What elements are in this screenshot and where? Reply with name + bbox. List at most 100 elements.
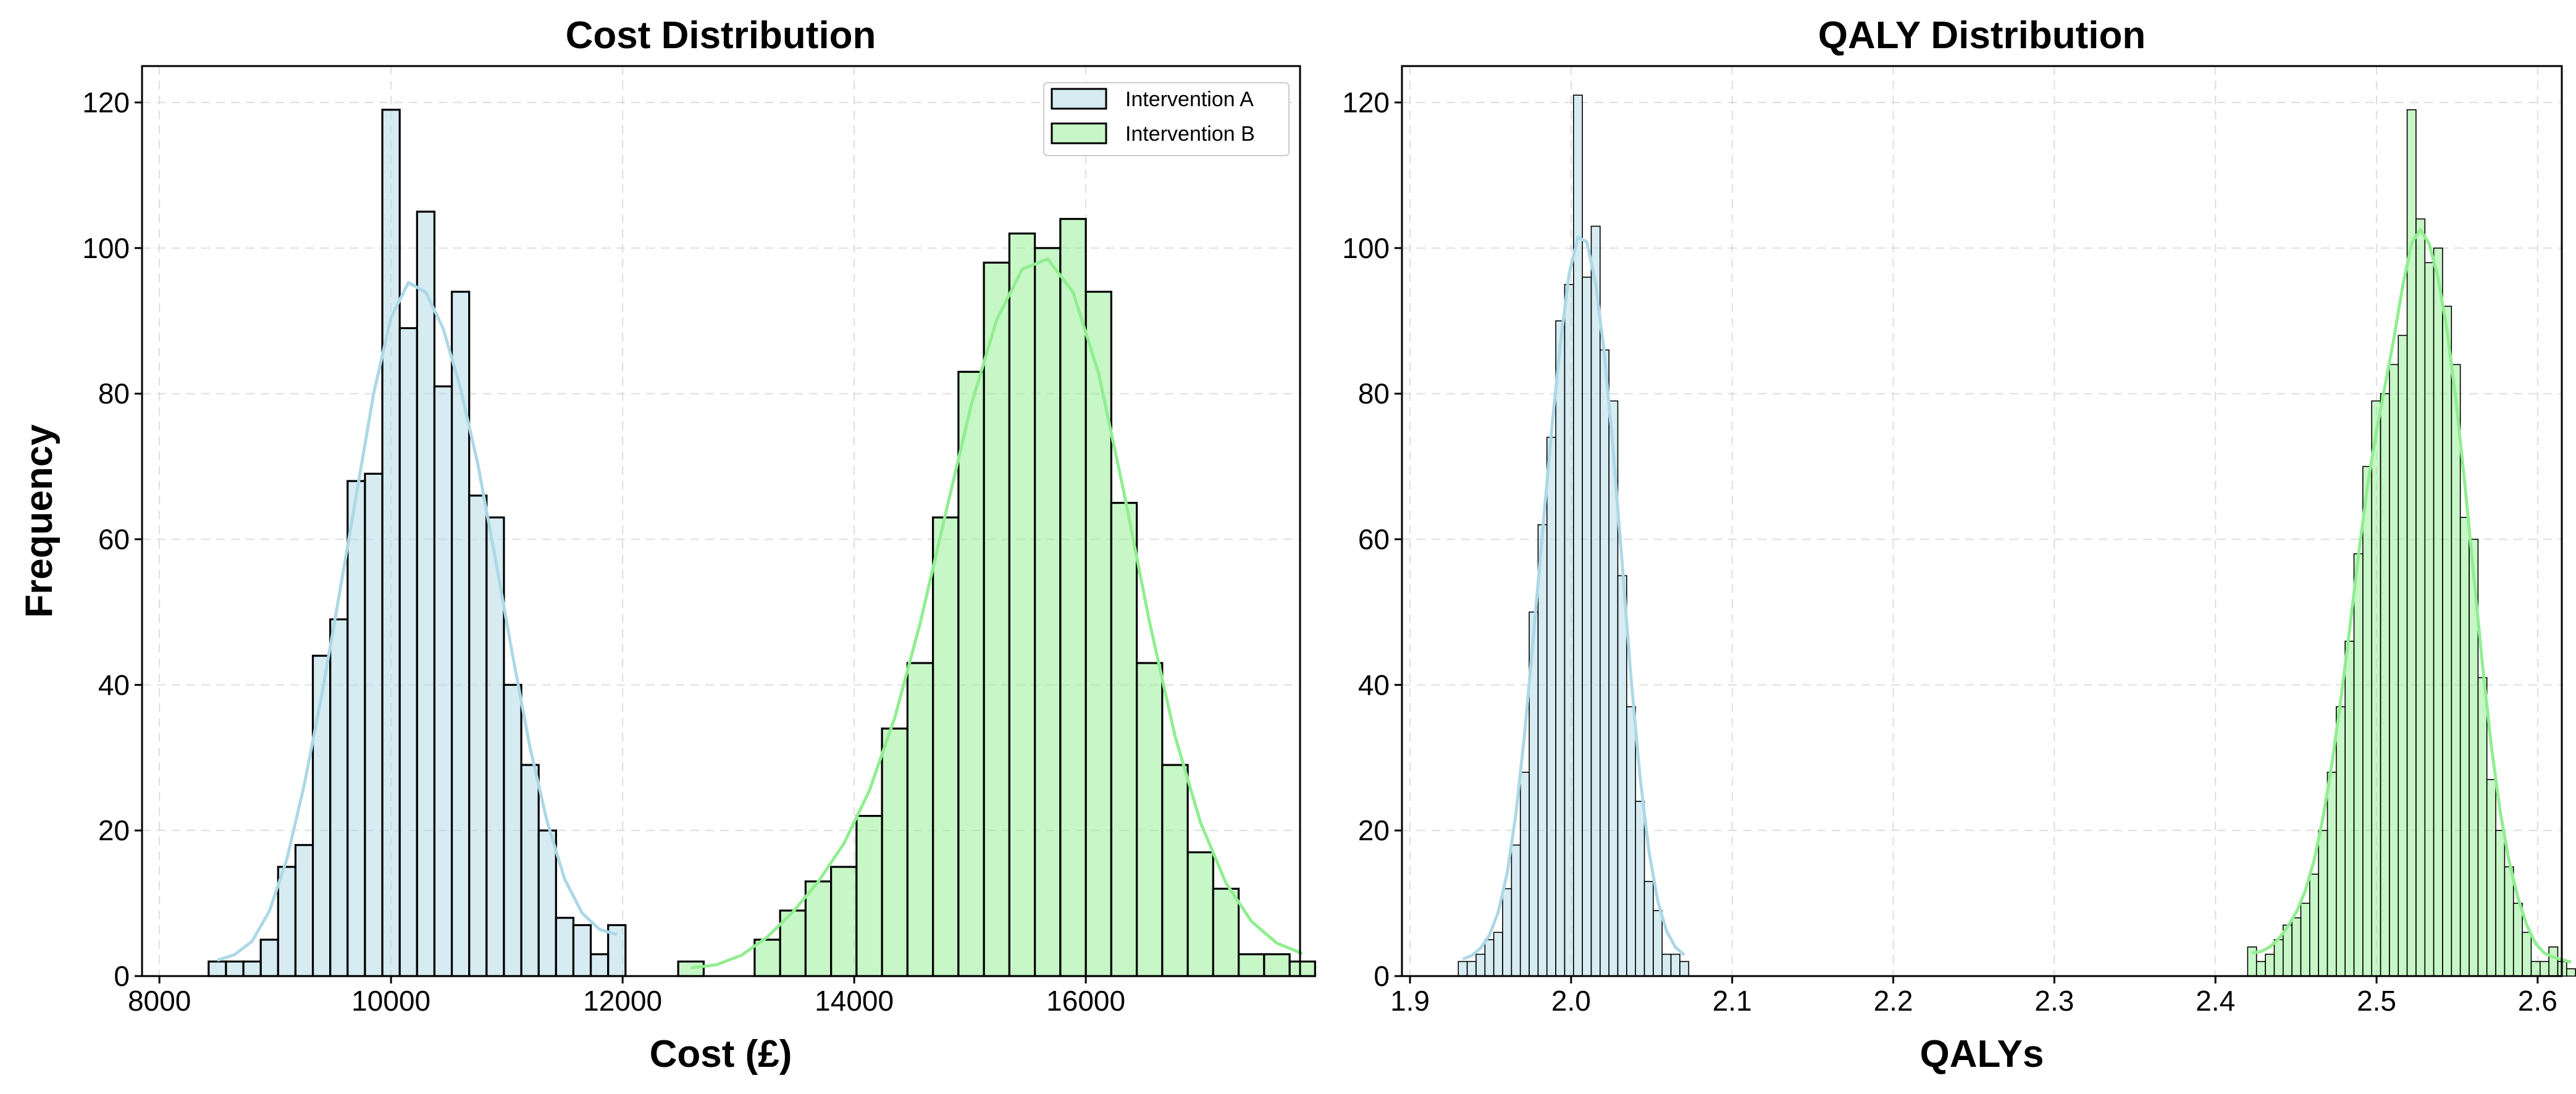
qaly-chart-title: QALY Distribution (1818, 14, 2146, 57)
cost-bar-intervention-b (1059, 218, 1087, 977)
qaly-x-tick-label: 1.9 (1390, 985, 1430, 1017)
qaly-x-axis-label: QALYs (1919, 1033, 2044, 1075)
qaly-bar-intervention-b (2433, 247, 2443, 977)
qaly-bar-intervention-b (2424, 262, 2435, 977)
cost-bar-intervention-b (1186, 851, 1214, 977)
qaly-bar-intervention-a (1600, 349, 1609, 977)
cost-bar-intervention-b (1288, 960, 1316, 977)
cost-y-tick-label: 60 (98, 523, 130, 555)
cost-bar-intervention-a (398, 327, 418, 977)
qaly-y-tick-label: 80 (1358, 378, 1390, 410)
cost-bar-intervention-b (906, 662, 934, 977)
qaly-bar-intervention-b (2380, 393, 2390, 977)
cost-bar-intervention-a (433, 385, 453, 977)
cost-bar-intervention-b (1008, 232, 1036, 977)
qaly-bar-intervention-a (1617, 575, 1627, 977)
cost-bar-intervention-a (259, 938, 279, 977)
qaly-bar-intervention-b (2318, 830, 2328, 977)
qaly-bar-intervention-b (2273, 939, 2284, 977)
cost-bar-intervention-a (346, 480, 366, 977)
cost-x-axis-label: Cost (£) (650, 1033, 792, 1075)
qaly-bar-intervention-b (2398, 335, 2408, 977)
qaly-bar-intervention-a (1582, 277, 1592, 977)
cost-bar-intervention-b (1263, 953, 1291, 977)
qaly-bar-intervention-a (1493, 932, 1503, 977)
qaly-bar-intervention-b (2389, 364, 2399, 977)
cost-x-tick-label: 10000 (351, 985, 430, 1017)
cost-distribution-panel: 8000 10000 12000 14000 16000020406080100120 … (18, 14, 1316, 1075)
qaly-bar-intervention-a (1572, 94, 1583, 977)
qaly-bar-intervention-a (1590, 225, 1601, 977)
cost-bar-intervention-a (364, 472, 384, 977)
cost-bar-intervention-a (520, 764, 540, 977)
qaly-bar-intervention-b (2451, 364, 2461, 977)
cost-bar-intervention-a (589, 953, 610, 977)
qaly-bar-intervention-b (2415, 218, 2426, 977)
cost-bar-intervention-b (1034, 247, 1062, 977)
cost-bar-intervention-a (225, 960, 245, 977)
cost-bar-intervention-b (855, 814, 883, 977)
cost-bar-intervention-b (983, 261, 1010, 977)
qaly-bar-intervention-a (1511, 844, 1521, 977)
qaly-bar-intervention-b (2539, 961, 2549, 977)
cost-x-tick-label: 14000 (815, 985, 894, 1017)
cost-chart-title: Cost Distribution (566, 14, 876, 57)
cost-x-tick-label: 16000 (1046, 985, 1125, 1017)
y-axis-label: Frequency (18, 424, 61, 618)
cost-bar-intervention-a (572, 924, 592, 977)
qaly-bar-intervention-a (1537, 524, 1548, 977)
cost-bar-intervention-b (677, 960, 705, 977)
qaly-y-tick-label: 0 (1374, 960, 1390, 992)
qaly-bar-intervention-b (2362, 466, 2373, 977)
legend-swatch-intervention-a (1051, 88, 1107, 110)
cost-bar-intervention-b (957, 370, 985, 977)
qaly-bar-intervention-b (2265, 953, 2275, 977)
cost-bar-intervention-a (555, 917, 575, 977)
qaly-bar-intervention-b (2522, 932, 2532, 977)
qaly-bar-intervention-a (1519, 772, 1530, 977)
qaly-y-tick-label: 20 (1358, 814, 1390, 846)
legend-swatch-intervention-b (1051, 122, 1107, 144)
qaly-bar-intervention-a (1670, 953, 1680, 977)
qaly-bar-intervention-b (2336, 706, 2346, 977)
qaly-bar-intervention-b (2291, 917, 2302, 977)
qaly-bar-intervention-b (2477, 677, 2488, 977)
qaly-x-tick-label: 2.3 (2034, 985, 2074, 1017)
cost-bar-intervention-a (468, 495, 488, 977)
qaly-distribution-panel: 1.9 2.0 2.1 2.2 2.3 2.4 2.5 2.6020406080100120 … (1342, 14, 2576, 1075)
qaly-bar-intervention-a (1626, 706, 1637, 977)
qaly-bar-intervention-b (2530, 961, 2541, 977)
qaly-bar-intervention-a (1484, 939, 1495, 977)
legend-label-intervention-b: Intervention B (1125, 122, 1255, 146)
qaly-bar-intervention-b (2495, 830, 2506, 977)
cost-bar-intervention-a (503, 683, 522, 977)
qaly-bar-intervention-b (2504, 866, 2514, 977)
cost-bar-intervention-a (416, 211, 436, 977)
cost-plot-frame (141, 65, 1301, 977)
cost-bar-intervention-a (242, 960, 262, 977)
qaly-kde-curve-intervention-a (1462, 235, 1685, 961)
cost-kde-curve-intervention-a (217, 281, 618, 962)
qaly-bar-intervention-b (2486, 779, 2496, 977)
qaly-bar-intervention-b (2548, 946, 2559, 977)
qaly-plot-frame (1401, 65, 2563, 977)
cost-bar-intervention-b (1110, 501, 1138, 977)
cost-kde-curve-intervention-b (690, 257, 1303, 970)
qaly-bar-intervention-a (1635, 801, 1645, 977)
qaly-bar-intervention-b (2512, 903, 2523, 977)
qaly-bar-intervention-a (1546, 436, 1556, 977)
qaly-bar-intervention-b (2344, 640, 2355, 977)
cost-bar-intervention-b (1085, 290, 1112, 977)
qaly-bar-intervention-b (2255, 961, 2266, 977)
cost-bar-intervention-b (1136, 662, 1164, 977)
cost-bar-intervention-a (294, 844, 314, 977)
cost-bar-intervention-b (804, 880, 833, 977)
cost-y-tick-label: 120 (82, 86, 130, 119)
qaly-bar-intervention-a (1466, 961, 1477, 977)
qaly-y-tick-label: 120 (1342, 86, 1390, 119)
cost-bar-intervention-b (830, 866, 858, 977)
cost-x-tick-label: 8000 (128, 985, 191, 1017)
qaly-y-tick-label: 40 (1358, 669, 1390, 701)
qaly-x-tick-label: 2.0 (1551, 985, 1591, 1017)
